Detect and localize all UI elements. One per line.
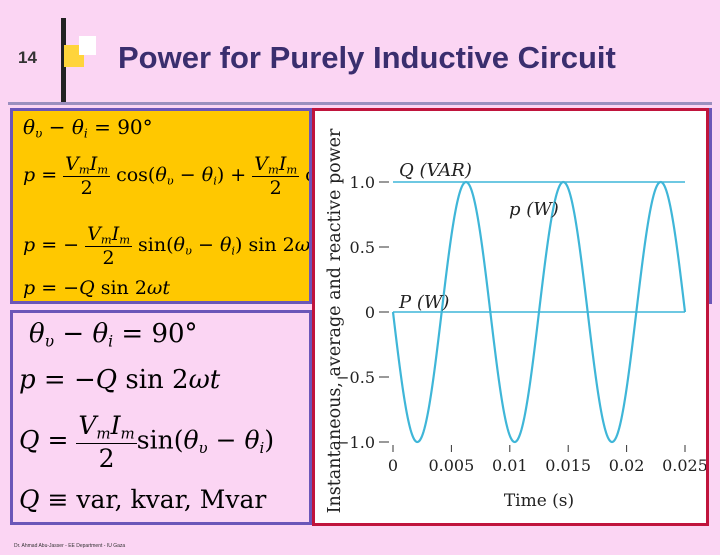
y-axis-label: Instantaneous, average and reactive powe… [325, 128, 345, 513]
title-divider [8, 102, 712, 105]
title-accent-bar [61, 18, 66, 104]
x-tick-label: 0.02 [609, 456, 645, 475]
y-tick-label: 0 [365, 303, 375, 322]
equation-box: θυ − θi = 90° p = VmIm 2 cos(θυ − θi) + V… [10, 108, 312, 304]
footer-credit: Dr. Ahmad Abu-Jasser - EE Department - I… [14, 543, 126, 549]
slide-number: 14 [18, 48, 37, 67]
power-chart-svg: 1.0 0.5 0 −0.5 −1.0 0 0.005 0.01 0.015 0.02 0.025 Q… [325, 128, 708, 513]
reactive-power-box: θυ − θi = 90° p = −Q sin 2ωt Q = VmIm 2 si… [10, 310, 312, 525]
slide-title: Power for Purely Inductive Circuit [118, 40, 616, 75]
y-tick-label: −1.0 [336, 433, 375, 452]
series-label-p-average: P (W) [398, 292, 449, 313]
series-label-p-instantaneous: p (W) [509, 199, 559, 220]
equation-q-definition: Q = VmIm 2 sin(θυ − θi) [19, 411, 275, 473]
y-tick-label: 1.0 [350, 173, 375, 192]
x-tick-label: 0 [388, 456, 398, 475]
x-tick-label: 0.005 [428, 456, 474, 475]
x-tick-label: 0.01 [492, 456, 528, 475]
x-tick-label: 0.025 [662, 456, 706, 475]
power-chart: 1.0 0.5 0 −0.5 −1.0 0 0.005 0.01 0.015 0.02 0.025 Q… [312, 108, 709, 526]
equation-q-units: Q ≡ var, kvar, Mvar [19, 485, 267, 514]
series-label-q-var: Q (VAR) [399, 160, 472, 181]
equation-p-q: p = −Q sin 2ωt [23, 277, 171, 299]
y-tick-label: 0.5 [350, 238, 375, 257]
series-line-p-instantaneous [391, 180, 687, 444]
equation-phase-difference-large: θυ − θi = 90° [29, 319, 198, 351]
decor-white-square [79, 36, 96, 55]
x-axis-label: Time (s) [504, 491, 574, 511]
equation-p-q-large: p = −Q sin 2ωt [19, 365, 221, 395]
equation-phase-difference: θυ − θi = 90° [23, 115, 153, 141]
y-tick-label: −0.5 [336, 368, 375, 387]
x-tick-label: 0.015 [545, 456, 591, 475]
